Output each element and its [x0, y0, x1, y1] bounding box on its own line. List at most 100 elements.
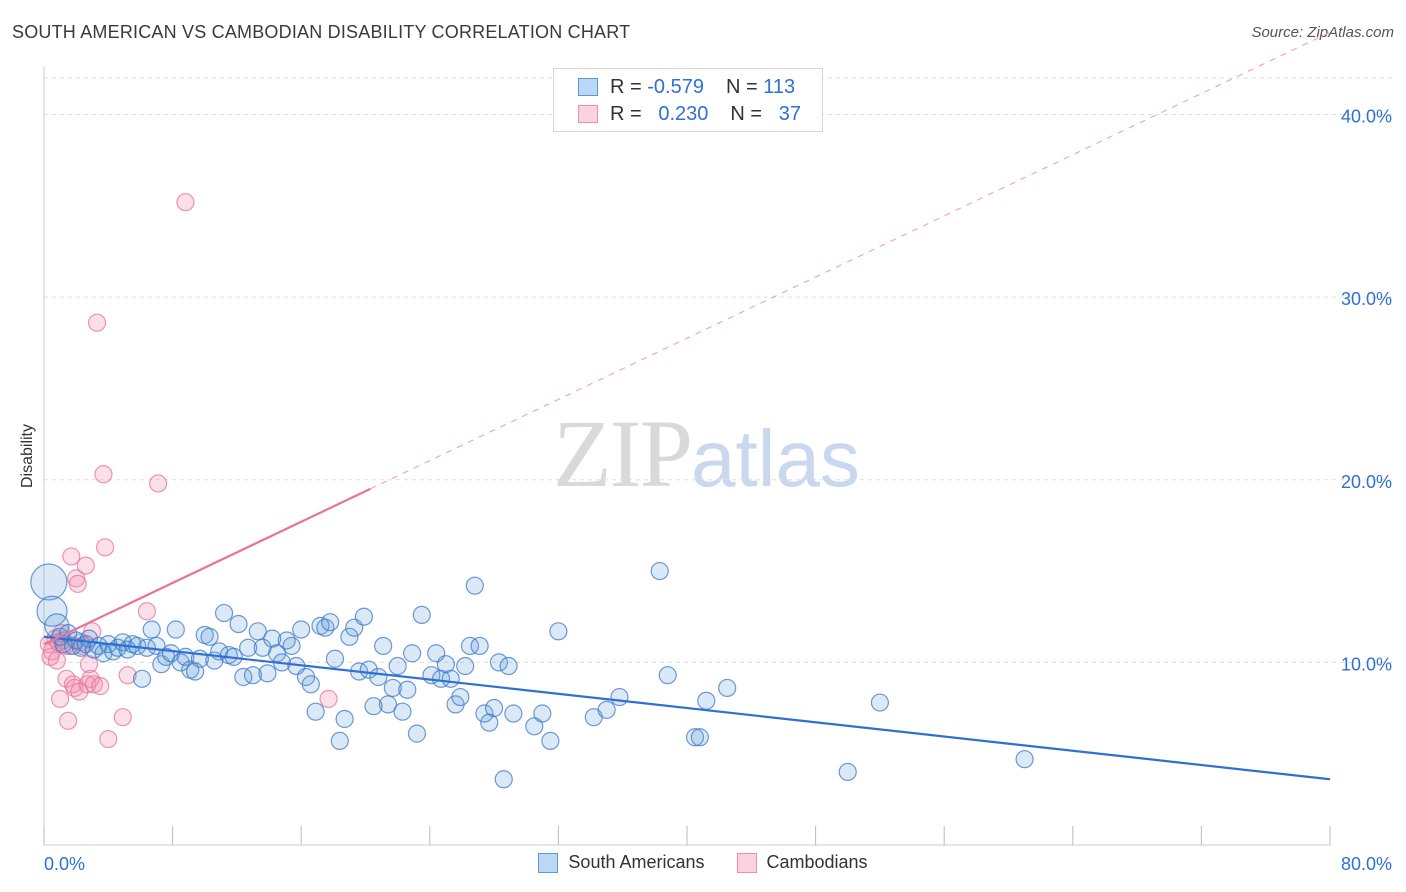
- south-american-point: [239, 638, 258, 657]
- cambodian-trendline: [43, 487, 371, 646]
- south-american-point: [597, 700, 616, 719]
- south-american-point: [243, 666, 263, 685]
- south-american-point: [393, 702, 412, 721]
- y-tick-label: 10.0%: [1341, 654, 1392, 674]
- south-american-point: [485, 698, 504, 718]
- r-label: R =: [610, 102, 642, 125]
- south-american-point: [838, 762, 857, 782]
- legend-item-cambodians: Cambodians: [736, 852, 868, 873]
- south-american-point: [214, 603, 234, 623]
- south-american-point: [470, 636, 489, 656]
- south-american-point: [229, 614, 248, 634]
- south-american-point: [36, 595, 68, 627]
- cambodian-point: [84, 675, 103, 694]
- south-american-point: [301, 675, 320, 694]
- south-american-point: [525, 717, 544, 736]
- south-american-point: [697, 691, 716, 710]
- legend-swatch-blue: [578, 78, 598, 96]
- south-american-point: [533, 704, 552, 723]
- watermark-atlas: atlas: [691, 414, 860, 503]
- cambodian-point: [137, 602, 156, 621]
- south-american-point: [504, 704, 523, 723]
- south-american-point: [480, 713, 499, 732]
- y-tick-label: 30.0%: [1341, 289, 1392, 309]
- south-american-point: [403, 644, 422, 663]
- south-american-point: [549, 622, 568, 641]
- south-american-point: [248, 622, 267, 641]
- south-american-point: [364, 697, 383, 716]
- south-american-point: [610, 687, 629, 707]
- legend-label: South Americans: [568, 852, 705, 872]
- south-american-point: [30, 563, 68, 601]
- stats-legend: R = -0.579 N = 113 R = 0.230 N = 37: [553, 68, 823, 132]
- cambodian-point: [50, 689, 70, 709]
- stats-row-south-americans: R = -0.579 N = 113: [578, 74, 795, 100]
- r-value: 0.230: [658, 102, 709, 125]
- south-american-point: [340, 627, 359, 646]
- n-label: N =: [730, 102, 763, 125]
- south-american-point: [306, 702, 325, 721]
- south-american-point: [258, 664, 277, 683]
- south-american-point: [200, 627, 219, 646]
- south-american-point: [369, 667, 388, 687]
- cambodian-point: [91, 677, 110, 696]
- legend-swatch-blue: [538, 852, 559, 873]
- south-american-point: [161, 644, 181, 663]
- south-american-point: [354, 607, 373, 626]
- south-american-point: [456, 656, 475, 676]
- south-american-point: [441, 669, 460, 688]
- source-label: Source: ZipAtlas.com: [1251, 24, 1394, 41]
- cambodian-point: [59, 711, 78, 730]
- south-american-point: [685, 728, 705, 747]
- cambodian-point: [95, 538, 115, 557]
- cambodian-point: [68, 574, 87, 593]
- legend-swatch-pink: [578, 105, 598, 123]
- south-american-point: [489, 653, 509, 672]
- legend-swatch-pink: [736, 852, 757, 873]
- south-american-trendline: [43, 635, 1331, 781]
- south-american-point: [718, 678, 737, 698]
- south-american-point: [330, 731, 349, 751]
- cambodian-point: [47, 651, 66, 670]
- r-label: R =: [610, 75, 642, 98]
- south-american-point: [658, 666, 677, 685]
- south-american-point: [321, 613, 340, 632]
- south-american-point: [412, 605, 431, 625]
- watermark: ZIPatlas: [553, 398, 860, 509]
- r-value: -0.579: [647, 75, 704, 98]
- south-american-point: [650, 561, 669, 581]
- n-value: 113: [763, 75, 796, 98]
- south-american-point: [142, 620, 161, 639]
- cambodian-point: [87, 313, 107, 332]
- cambodian-point: [94, 465, 113, 484]
- cambodian-point: [176, 193, 195, 212]
- south-american-point: [263, 629, 282, 648]
- south-american-point: [383, 678, 402, 698]
- south-american-point: [407, 724, 427, 743]
- south-american-point: [1015, 750, 1034, 769]
- cambodian-point: [62, 547, 81, 566]
- south-american-point: [541, 731, 560, 751]
- cambodian-point: [149, 474, 168, 493]
- south-american-point: [378, 695, 398, 714]
- stats-row-cambodians: R = 0.230 N = 37: [578, 101, 801, 127]
- cambodian-point: [79, 655, 99, 674]
- south-american-point: [335, 709, 354, 729]
- chart-title: SOUTH AMERICAN VS CAMBODIAN DISABILITY C…: [12, 22, 631, 42]
- south-american-point: [870, 693, 890, 712]
- south-american-point: [316, 618, 335, 637]
- cambodian-trendline-extension: [370, 31, 1331, 490]
- south-american-point: [325, 649, 345, 668]
- south-american-point: [436, 655, 455, 674]
- watermark-zip: ZIP: [553, 400, 693, 507]
- legend-label: Cambodians: [766, 852, 868, 872]
- south-american-point: [388, 656, 407, 676]
- south-american-point: [451, 687, 470, 707]
- cambodian-point: [99, 729, 118, 749]
- n-value: 37: [778, 102, 802, 125]
- south-american-point: [132, 669, 152, 688]
- south-american-point: [465, 576, 484, 595]
- cambodian-point: [118, 666, 137, 685]
- x-tick-label: 0.0%: [44, 854, 85, 874]
